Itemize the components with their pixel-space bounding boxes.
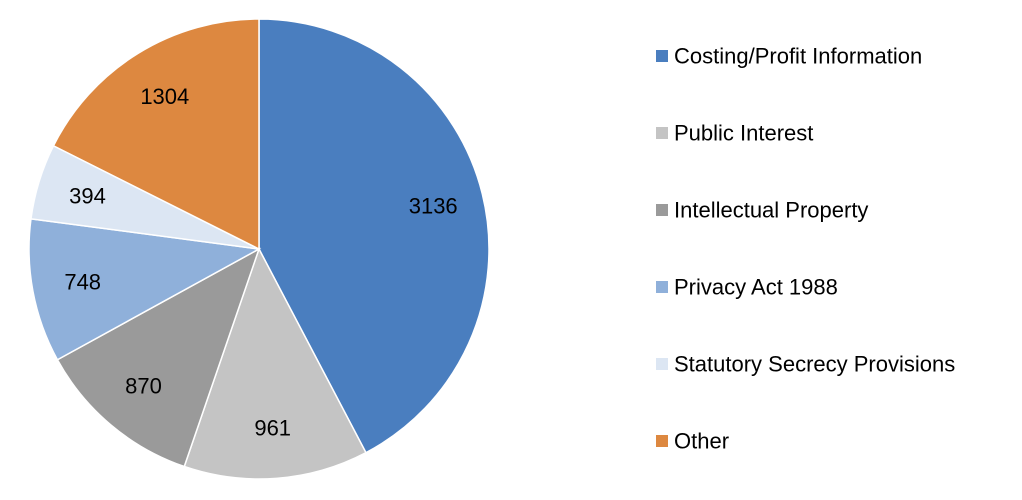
legend-item-intellectual-property: Intellectual Property [656, 198, 868, 223]
legend-swatch-public-interest [656, 127, 668, 139]
legend-swatch-intellectual-property [656, 204, 668, 216]
legend-label-statutory-secrecy-provisions: Statutory Secrecy Provisions [674, 352, 955, 377]
pie-slice-costing-profit-information [258, 18, 490, 454]
pie-slice-public-interest [183, 247, 367, 480]
legend-item-statutory-secrecy-provisions: Statutory Secrecy Provisions [656, 352, 955, 377]
legend-swatch-privacy-act-1988 [656, 281, 668, 293]
legend: Costing/Profit Information Public Interes… [656, 44, 955, 454]
pie-data-labels: 3136 961 870 748 394 1304 [64, 84, 457, 441]
data-label-intellectual-property: 870 [125, 374, 162, 399]
legend-item-privacy-act-1988: Privacy Act 1988 [656, 275, 838, 300]
legend-label-privacy-act-1988: Privacy Act 1988 [674, 275, 838, 300]
pie-slice-other [52, 18, 260, 251]
legend-label-costing-profit-information: Costing/Profit Information [674, 44, 922, 69]
legend-item-public-interest: Public Interest [656, 121, 813, 146]
data-label-costing-profit-information: 3136 [409, 194, 458, 219]
pie-slices [28, 18, 490, 480]
legend-item-other: Other [656, 429, 729, 454]
legend-label-other: Other [674, 429, 729, 454]
legend-label-public-interest: Public Interest [674, 121, 813, 146]
legend-swatch-other [656, 435, 668, 447]
legend-swatch-statutory-secrecy-provisions [656, 358, 668, 370]
data-label-statutory-secrecy-provisions: 394 [69, 184, 106, 209]
data-label-other: 1304 [140, 84, 189, 109]
legend-item-costing-profit-information: Costing/Profit Information [656, 44, 922, 69]
legend-swatch-costing-profit-information [656, 50, 668, 62]
data-label-privacy-act-1988: 748 [64, 270, 101, 295]
pie-slice-privacy-act-1988 [28, 217, 262, 361]
pie-slice-intellectual-property [56, 247, 261, 468]
data-label-public-interest: 961 [254, 415, 291, 440]
legend-label-intellectual-property: Intellectual Property [674, 198, 868, 223]
